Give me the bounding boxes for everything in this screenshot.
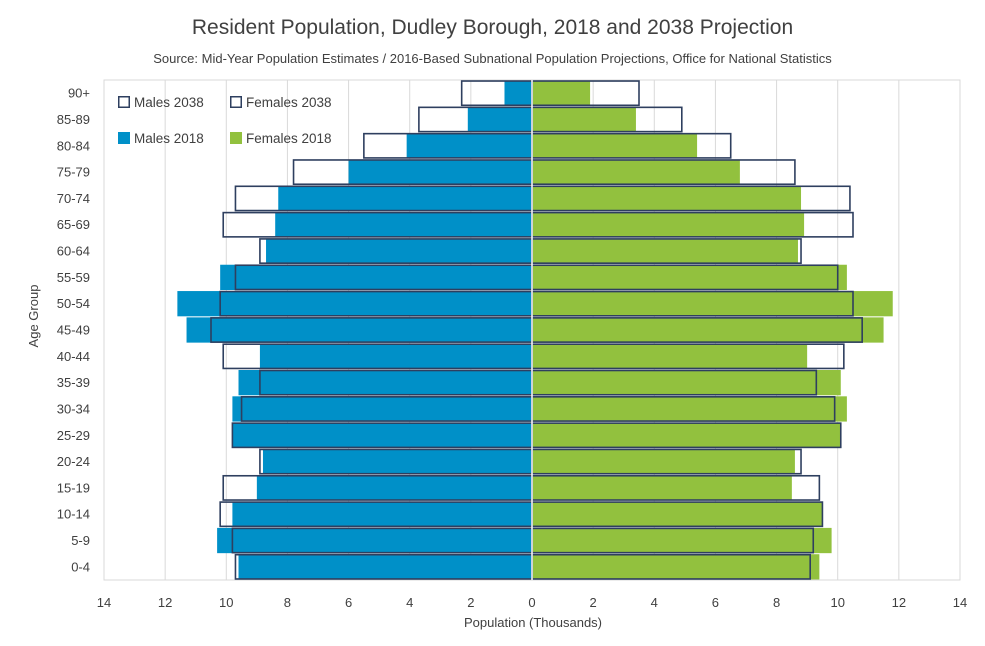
- x-tick-label: 8: [773, 595, 780, 610]
- males-2018-bar: [262, 448, 532, 475]
- females-2018-bar: [532, 238, 798, 264]
- legend-swatch: [230, 96, 242, 108]
- males-2018-bar: [232, 501, 532, 527]
- females-2018-bar: [532, 185, 802, 212]
- males-2018-bar: [467, 106, 532, 133]
- males-2018-bar: [266, 238, 532, 264]
- males-2018-bar: [406, 133, 532, 159]
- females-2018-bar: [532, 527, 832, 554]
- x-tick-label: 2: [467, 595, 474, 610]
- females-2018-bar: [532, 159, 740, 185]
- y-tick-label: 35-39: [57, 375, 90, 390]
- y-tick-label: 75-79: [57, 165, 90, 180]
- males-2018-bar: [232, 396, 532, 422]
- females-2018-bar: [532, 212, 805, 238]
- males-2018-bar: [238, 370, 532, 396]
- y-axis-title: Age Group: [26, 285, 41, 348]
- chart-subtitle: Source: Mid-Year Population Estimates / …: [153, 51, 832, 66]
- females-2018-bar: [532, 554, 820, 580]
- males-2018-bar: [177, 291, 532, 317]
- y-tick-label: 90+: [68, 86, 90, 101]
- males-2018-bar: [220, 264, 532, 290]
- males-2018-bar: [186, 317, 533, 343]
- males-2018-bar: [232, 422, 532, 448]
- females-2018-bar: [532, 317, 884, 343]
- legend-swatch: [118, 132, 130, 144]
- males-2018-bar: [259, 343, 532, 369]
- x-tick-label: 10: [219, 595, 233, 610]
- legend-label: Males 2018: [134, 131, 204, 146]
- y-axis-ticks: 0-4 5-9 10-14 15-19 20-24 25-29 30-34 35-39 40-4…: [57, 86, 90, 575]
- males-2018-bar: [217, 527, 532, 554]
- x-tick-label: 14: [97, 595, 111, 610]
- y-tick-label: 20-24: [57, 454, 90, 469]
- females-2018-bar: [532, 291, 893, 317]
- y-tick-label: 5-9: [71, 533, 90, 548]
- females-2018-bar: [532, 133, 698, 159]
- x-tick-label: 14: [953, 595, 967, 610]
- x-tick-label: 4: [406, 595, 413, 610]
- legend-swatch: [230, 132, 242, 144]
- males-2018-bar: [256, 475, 532, 501]
- legend: Males 2038 Females 2038 Males 2018 Females …: [118, 95, 332, 146]
- females-2018-bar: [532, 106, 636, 133]
- y-tick-label: 80-84: [57, 138, 90, 153]
- females-2018-bar: [532, 475, 792, 501]
- females-2018-bar: [532, 422, 841, 448]
- x-tick-label: 10: [830, 595, 844, 610]
- bars-2018: [177, 80, 893, 580]
- y-tick-label: 65-69: [57, 217, 90, 232]
- x-tick-label: 8: [284, 595, 291, 610]
- x-axis-title: Population (Thousands): [464, 615, 602, 630]
- legend-label: Females 2038: [246, 95, 332, 110]
- y-tick-label: 45-49: [57, 323, 90, 338]
- x-tick-label: 4: [651, 595, 658, 610]
- legend-label: Females 2018: [246, 131, 332, 146]
- y-tick-label: 70-74: [57, 191, 90, 206]
- males-2018-bar: [504, 80, 532, 106]
- x-tick-label: 6: [712, 595, 719, 610]
- females-2018-bar: [532, 264, 847, 290]
- y-tick-label: 60-64: [57, 244, 90, 259]
- females-2018-bar: [532, 80, 591, 106]
- y-tick-label: 40-44: [57, 349, 90, 364]
- legend-label: Males 2038: [134, 95, 204, 110]
- y-tick-label: 55-59: [57, 270, 90, 285]
- y-tick-label: 50-54: [57, 296, 90, 311]
- males-2018-bar: [238, 554, 532, 580]
- females-2018-bar: [532, 501, 823, 527]
- males-2018-bar: [275, 212, 532, 238]
- females-2018-bar: [532, 448, 795, 475]
- x-tick-label: 6: [345, 595, 352, 610]
- x-tick-label: 12: [892, 595, 906, 610]
- females-2018-bar: [532, 343, 808, 369]
- y-tick-label: 10-14: [57, 507, 90, 522]
- y-tick-label: 15-19: [57, 480, 90, 495]
- x-axis-ticks: 14 12 10 8 6 4 2 0 2 4 6 8 10 12 14: [97, 595, 967, 610]
- y-tick-label: 85-89: [57, 112, 90, 127]
- males-2018-bar: [348, 159, 532, 185]
- males-2018-bar: [278, 185, 532, 212]
- y-tick-label: 25-29: [57, 428, 90, 443]
- females-2018-bar: [532, 396, 847, 422]
- y-tick-label: 30-34: [57, 401, 90, 416]
- x-tick-label: 0: [528, 595, 535, 610]
- y-tick-label: 0-4: [71, 559, 90, 574]
- legend-swatch: [118, 96, 130, 108]
- chart-title: Resident Population, Dudley Borough, 201…: [191, 16, 794, 39]
- females-2018-bar: [532, 370, 841, 396]
- x-tick-label: 12: [158, 595, 172, 610]
- x-tick-label: 2: [590, 595, 597, 610]
